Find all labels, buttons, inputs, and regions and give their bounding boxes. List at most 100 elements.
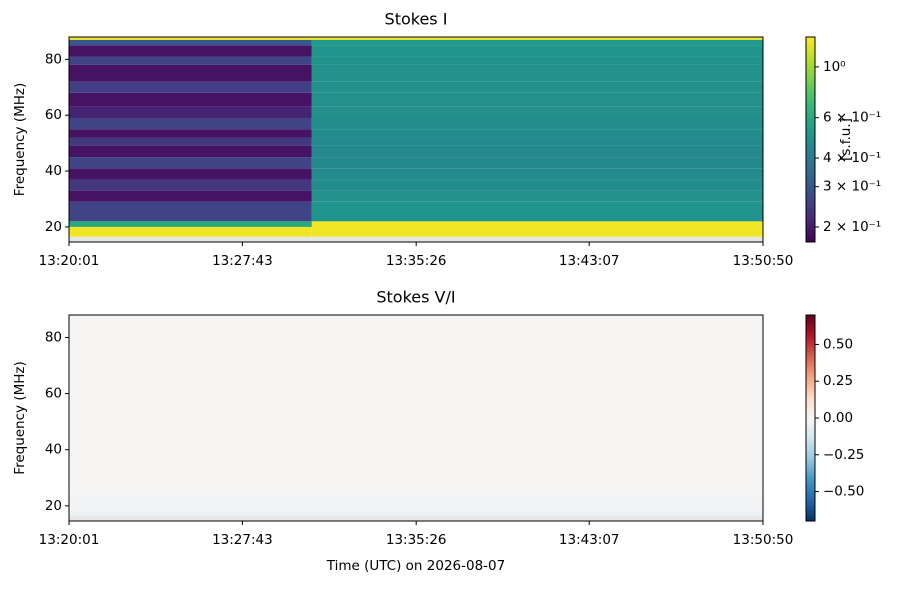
colorbar-segment xyxy=(806,366,815,370)
colorbar-segment xyxy=(806,237,815,241)
colorbar-frame xyxy=(805,36,816,243)
colorbar-segment xyxy=(806,360,815,363)
colorbar-segment xyxy=(806,151,815,155)
colorbar-segment xyxy=(806,207,815,210)
colorbar-segment xyxy=(806,176,815,179)
heatmap-cell xyxy=(69,157,312,169)
colorbar-segment xyxy=(806,178,815,181)
colorbar-segment xyxy=(806,213,815,216)
heatmap-cell xyxy=(311,201,763,222)
colorbar-segment xyxy=(806,463,815,466)
colorbar-segment xyxy=(806,335,815,339)
colorbar-segment xyxy=(806,192,815,196)
colorbar-segment xyxy=(806,121,815,124)
colorbar-segment xyxy=(806,432,815,435)
colorbar-segment xyxy=(806,139,815,143)
y-tick-label: 40 xyxy=(45,442,62,458)
colorbar-segment xyxy=(806,55,815,58)
x-axis-label: Time (UTC) on 2026-08-07 xyxy=(326,558,505,574)
colorbar-segment xyxy=(806,133,815,136)
colorbar-segment xyxy=(806,321,815,324)
colorbar-segment xyxy=(806,129,815,132)
colorbar-segment xyxy=(806,446,815,450)
colorbar-segment xyxy=(806,190,815,194)
colorbar-segment xyxy=(806,415,815,419)
colorbar-segment xyxy=(806,455,815,458)
colorbar-segment xyxy=(806,380,815,384)
colorbar-segment xyxy=(806,217,815,220)
heatmap-cell xyxy=(311,45,763,57)
colorbar-segment xyxy=(806,448,815,452)
colorbar-segment xyxy=(806,59,815,63)
heatmap-cell xyxy=(69,92,312,107)
heatmap-cell xyxy=(69,190,312,202)
colorbar-segment xyxy=(806,82,815,85)
colorbar-segment xyxy=(806,518,815,522)
colorbar-segment xyxy=(806,494,815,497)
colorbar-segment xyxy=(806,475,815,479)
colorbar-segment xyxy=(806,201,815,204)
colorbar-segment xyxy=(806,104,815,108)
colorbar-segment xyxy=(806,327,815,330)
heatmap-cell xyxy=(69,221,312,227)
heatmap-cell xyxy=(69,64,312,82)
colorbar-segment xyxy=(806,397,815,400)
colorbar-segment xyxy=(806,221,815,225)
colorbar-segment xyxy=(806,504,815,508)
colorbar-segment xyxy=(806,233,815,237)
colorbar-segment xyxy=(806,389,815,392)
heatmap-cell xyxy=(69,37,312,40)
colorbar-segment xyxy=(806,362,815,365)
colorbar-segment xyxy=(806,127,815,130)
colorbar-segment xyxy=(806,198,815,202)
colorbar-segment xyxy=(806,352,815,355)
heatmap-cell xyxy=(311,179,763,191)
colorbar-segment xyxy=(806,231,815,235)
colorbar-segment xyxy=(806,395,815,398)
colorbar-segment xyxy=(806,325,815,328)
heatmap-cell xyxy=(311,106,763,118)
colorbar-segment xyxy=(806,345,815,349)
colorbar-segment xyxy=(806,331,815,335)
heatmap-cell xyxy=(69,511,763,516)
colorbar-segment xyxy=(806,424,815,427)
heatmap-cell xyxy=(69,226,312,237)
colorbar-segment xyxy=(806,215,815,218)
colorbar-segment xyxy=(806,492,815,495)
colorbar-segment xyxy=(806,387,815,390)
colorbar-segment xyxy=(806,106,815,110)
heatmap-cell xyxy=(69,129,312,138)
colorbar-segment xyxy=(806,155,815,159)
colorbar-segment xyxy=(806,376,815,380)
y-tick-label: 80 xyxy=(45,51,62,67)
x-tick-label: 13:20:01 xyxy=(39,532,100,548)
colorbar-segment xyxy=(806,485,815,489)
colorbar-segment xyxy=(806,119,815,122)
colorbar-segment xyxy=(806,428,815,431)
colorbar-segment xyxy=(806,188,815,192)
colorbar-segment xyxy=(806,403,815,407)
colorbar-segment xyxy=(806,411,815,415)
colorbar-segment xyxy=(806,49,815,52)
colorbar-segment xyxy=(806,339,815,343)
colorbar-segment xyxy=(806,223,815,227)
heatmap-cell xyxy=(311,117,763,130)
colorbar-segment xyxy=(806,374,815,378)
colorbar-segment xyxy=(806,41,815,44)
colorbar-segment xyxy=(806,174,815,177)
colorbar-segment xyxy=(806,57,815,61)
colorbar-segment xyxy=(806,186,815,190)
colorbar-segment xyxy=(806,465,815,468)
colorbar-segment xyxy=(806,63,815,67)
colorbar-segment xyxy=(806,473,815,477)
heatmap-cell xyxy=(69,515,763,521)
colorbar-segment xyxy=(806,500,815,503)
colorbar-segment xyxy=(806,47,815,50)
y-tick-label: 60 xyxy=(45,107,62,123)
colorbar-segment xyxy=(806,98,815,102)
colorbar-tick-label: 4 × 10⁻¹ xyxy=(823,150,881,166)
colorbar-segment xyxy=(806,385,815,388)
colorbar-segment xyxy=(806,329,815,332)
colorbar-segment xyxy=(806,149,815,153)
colorbar-tick-label: 6 × 10⁻¹ xyxy=(823,110,881,126)
